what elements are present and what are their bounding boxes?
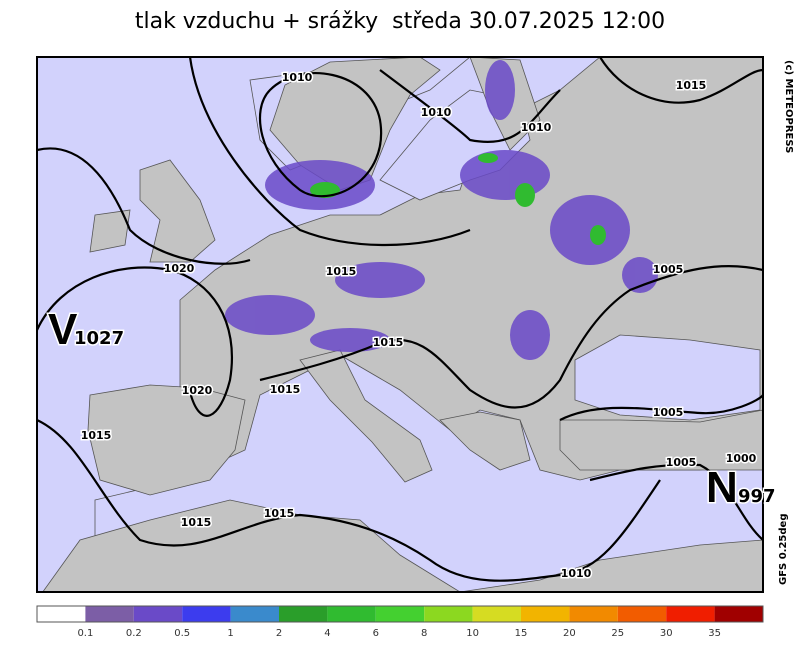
legend-swatch bbox=[85, 606, 134, 622]
legend-label: 35 bbox=[708, 628, 721, 639]
legend-label: 10 bbox=[466, 628, 479, 639]
isobar-label: 1015 bbox=[81, 429, 112, 442]
map-frame bbox=[36, 56, 764, 593]
pressure-centers: V 1027 N 997 bbox=[47, 304, 778, 514]
legend-frame bbox=[36, 605, 764, 623]
isobar-label: 1015 bbox=[373, 336, 404, 349]
isobar-labels: 1010 1010 1010 1015 1020 1015 1005 1015 … bbox=[79, 70, 758, 582]
map bbox=[37, 57, 763, 592]
legend-swatch bbox=[37, 606, 86, 622]
legend-swatch bbox=[182, 606, 231, 622]
isobar-label: 1010 bbox=[521, 121, 552, 134]
legend-swatch bbox=[569, 606, 618, 622]
low-value: 997 bbox=[738, 486, 776, 507]
isobar-label: 1005 bbox=[653, 263, 684, 276]
legend-label: 0.5 bbox=[174, 628, 190, 639]
legend-label: 1 bbox=[227, 628, 233, 639]
legend-label: 30 bbox=[660, 628, 673, 639]
legend-swatch bbox=[617, 606, 667, 622]
model-info: GFS 0.25deg bbox=[778, 514, 789, 586]
isobar-label: 1005 bbox=[653, 406, 684, 419]
high-letter: V bbox=[48, 305, 78, 354]
legend-label: 2 bbox=[276, 628, 282, 639]
isobar-label: 1015 bbox=[326, 265, 357, 278]
precipitation bbox=[225, 60, 658, 360]
legend-swatch bbox=[230, 606, 279, 622]
isobar-label: 1015 bbox=[181, 516, 212, 529]
isobar-label: 1010 bbox=[421, 106, 452, 119]
legend-label: 4 bbox=[324, 628, 330, 639]
low-letter: N bbox=[706, 463, 738, 512]
legend-label: 15 bbox=[515, 628, 528, 639]
high-value: 1027 bbox=[74, 328, 124, 349]
legend-swatch bbox=[327, 606, 376, 622]
isobar-label: 1020 bbox=[182, 384, 213, 397]
legend-label: 0.1 bbox=[77, 628, 93, 639]
title: tlak vzduchu + srážky středa 30.07.2025 … bbox=[135, 9, 665, 34]
legend: 0.1 0.2 0.5 1 2 4 6 8 10 15 20 25 30 35 bbox=[36, 605, 764, 639]
legend-swatch bbox=[375, 606, 425, 622]
isobars bbox=[37, 57, 763, 582]
isobar-label: 1015 bbox=[264, 507, 295, 520]
legend-label: 8 bbox=[421, 628, 427, 639]
isobar-label: 1010 bbox=[561, 567, 592, 580]
legend-label: 0.2 bbox=[126, 628, 142, 639]
isobar-label: 1000 bbox=[726, 452, 757, 465]
isobar-label: 1010 bbox=[282, 71, 313, 84]
legend-label: 6 bbox=[373, 628, 379, 639]
legend-swatch bbox=[279, 606, 328, 622]
legend-swatch bbox=[666, 606, 715, 622]
legend-swatch bbox=[424, 606, 473, 622]
copyright: (c) METEOPRESS bbox=[783, 60, 794, 153]
legend-swatch bbox=[521, 606, 570, 622]
isobar-label: 1020 bbox=[164, 262, 195, 275]
legend-swatch bbox=[714, 606, 763, 622]
legend-swatch bbox=[472, 606, 521, 622]
isobar-label: 1005 bbox=[666, 456, 697, 469]
legend-label: 20 bbox=[563, 628, 576, 639]
isobar-label: 1015 bbox=[270, 383, 301, 396]
legend-swatch bbox=[133, 606, 183, 622]
isobar-label: 1015 bbox=[676, 79, 707, 92]
legend-label: 25 bbox=[611, 628, 624, 639]
